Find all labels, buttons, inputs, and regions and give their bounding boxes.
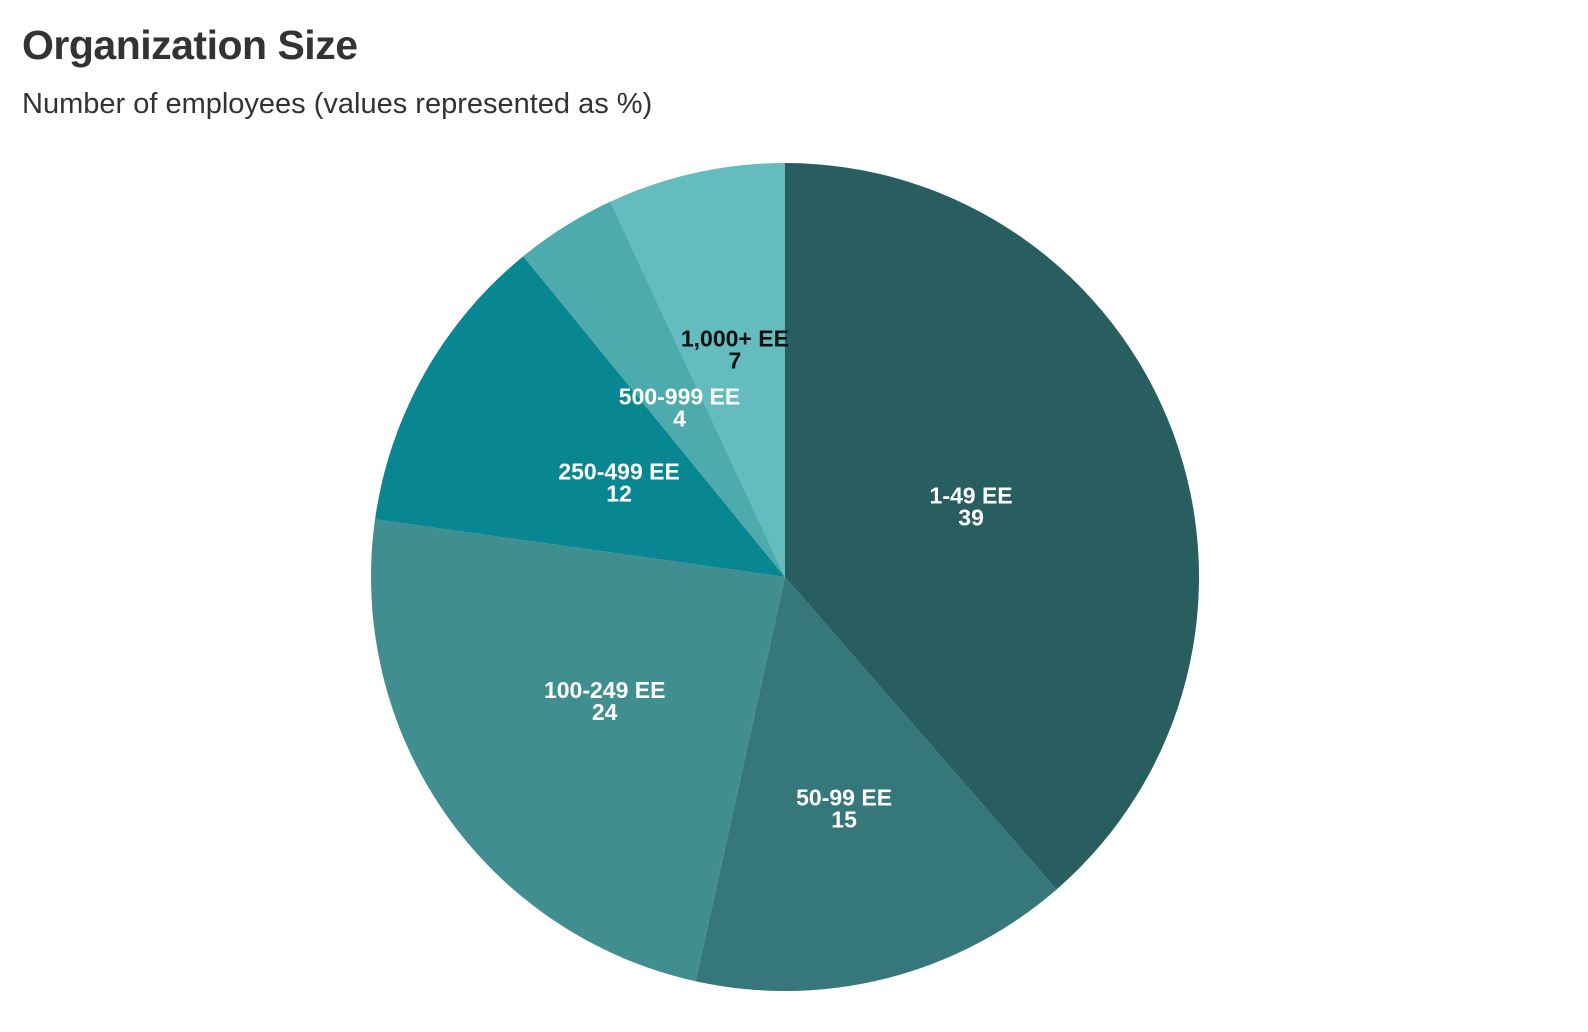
slice-label: 50-99 EE 15 xyxy=(796,785,892,833)
pie-slice-1-49-ee xyxy=(785,163,1199,890)
pie-slice-50-99-ee xyxy=(695,577,1057,992)
slice-label: 100-249 EE 24 xyxy=(544,677,665,725)
slice-category-label: 250-499 EE xyxy=(558,459,679,485)
slice-category-label: 100-249 EE xyxy=(544,677,665,703)
pie-slice-100-249-ee xyxy=(371,519,785,982)
slice-label: 250-499 EE 12 xyxy=(558,459,679,507)
slice-category-label: 50-99 EE xyxy=(796,785,892,811)
pie-slice-1-000-ee xyxy=(610,163,785,577)
slice-label: 500-999 EE 4 xyxy=(619,384,740,432)
pie-slice-250-499-ee xyxy=(375,256,785,577)
chart-title: Organization Size xyxy=(22,22,358,68)
pie-labels: 1-49 EE 39 50-99 EE 15 100-249 EE 24 250-499 E… xyxy=(544,326,1013,833)
slice-category-label: 1-49 EE xyxy=(930,482,1013,508)
slice-value-label: 24 xyxy=(592,699,618,725)
pie-slices xyxy=(371,163,1199,992)
slice-value-label: 7 xyxy=(729,348,742,374)
slice-value-label: 12 xyxy=(606,481,632,507)
pie-slice-500-999-ee xyxy=(523,201,785,577)
slice-value-label: 39 xyxy=(958,504,984,530)
slice-value-label: 15 xyxy=(831,807,857,833)
slice-value-label: 4 xyxy=(673,406,686,432)
chart-subtitle: Number of employees (values represented … xyxy=(22,88,653,120)
slice-label: 1,000+ EE 7 xyxy=(681,326,789,374)
slice-category-label: 1,000+ EE xyxy=(681,326,789,352)
slice-label: 1-49 EE 39 xyxy=(930,482,1013,530)
slice-category-label: 500-999 EE xyxy=(619,384,740,410)
